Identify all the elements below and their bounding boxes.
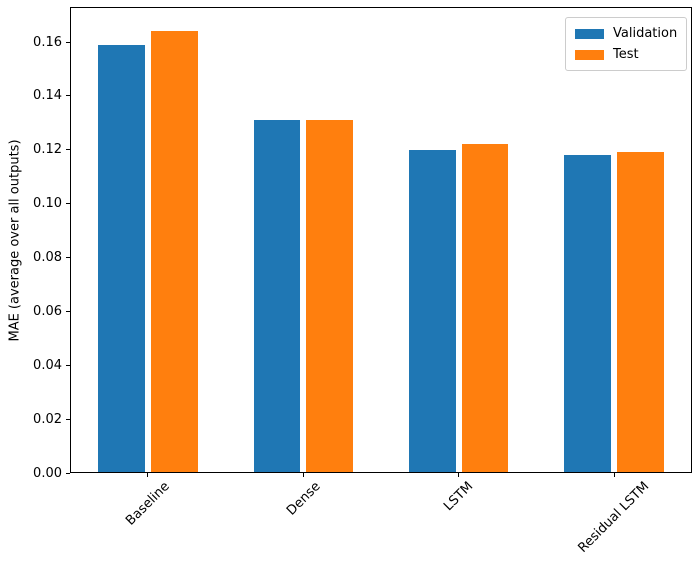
bar-test-lstm (461, 144, 509, 473)
y-tick-label: 0.00 (33, 465, 62, 481)
legend-label-test: Test (613, 47, 639, 62)
x-tick-label-dense: Dense (283, 479, 324, 519)
legend-swatch-test-icon (575, 49, 604, 60)
y-tick-label: 0.12 (33, 142, 62, 158)
bar-validation-residual-lstm (564, 155, 611, 473)
y-tick-label: 0.06 (33, 303, 62, 319)
bar-validation-baseline (98, 44, 145, 473)
y-tick-mark (66, 472, 70, 474)
x-tick-label-residual-lstm: Residual LSTM (575, 479, 653, 556)
y-tick-mark (66, 95, 70, 97)
legend-swatch-validation-icon (575, 28, 604, 39)
y-tick-label: 0.14 (33, 88, 62, 104)
legend: Validation Test (565, 17, 688, 71)
bar-test-dense (306, 120, 354, 473)
y-tick-mark (66, 149, 70, 151)
y-tick-mark (66, 418, 70, 420)
y-tick-mark (66, 257, 70, 258)
y-tick-mark (66, 310, 70, 312)
legend-entry-test: Test (575, 45, 677, 64)
x-tick-mark (302, 473, 304, 477)
bar-test-baseline (151, 31, 198, 473)
x-tick-label-lstm: LSTM (441, 479, 477, 515)
y-tick-mark (66, 203, 70, 205)
x-tick-mark (147, 473, 149, 477)
y-tick-mark (66, 41, 70, 43)
legend-entry-validation: Validation (575, 24, 677, 43)
y-tick-label: 0.08 (33, 250, 62, 265)
bar-test-residual-lstm (617, 152, 664, 473)
x-tick-mark (613, 473, 615, 477)
x-tick-mark (458, 473, 460, 477)
x-tick-label-baseline: Baseline (123, 479, 174, 529)
y-tick-label: 0.04 (33, 357, 62, 373)
y-tick-mark (66, 364, 70, 366)
y-tick-label: 0.02 (33, 411, 62, 427)
bar-validation-dense (253, 120, 301, 473)
legend-label-validation: Validation (613, 26, 678, 41)
bar-validation-lstm (408, 149, 456, 473)
y-tick-label: 0.10 (33, 196, 62, 212)
y-tick-label: 0.16 (33, 34, 62, 50)
